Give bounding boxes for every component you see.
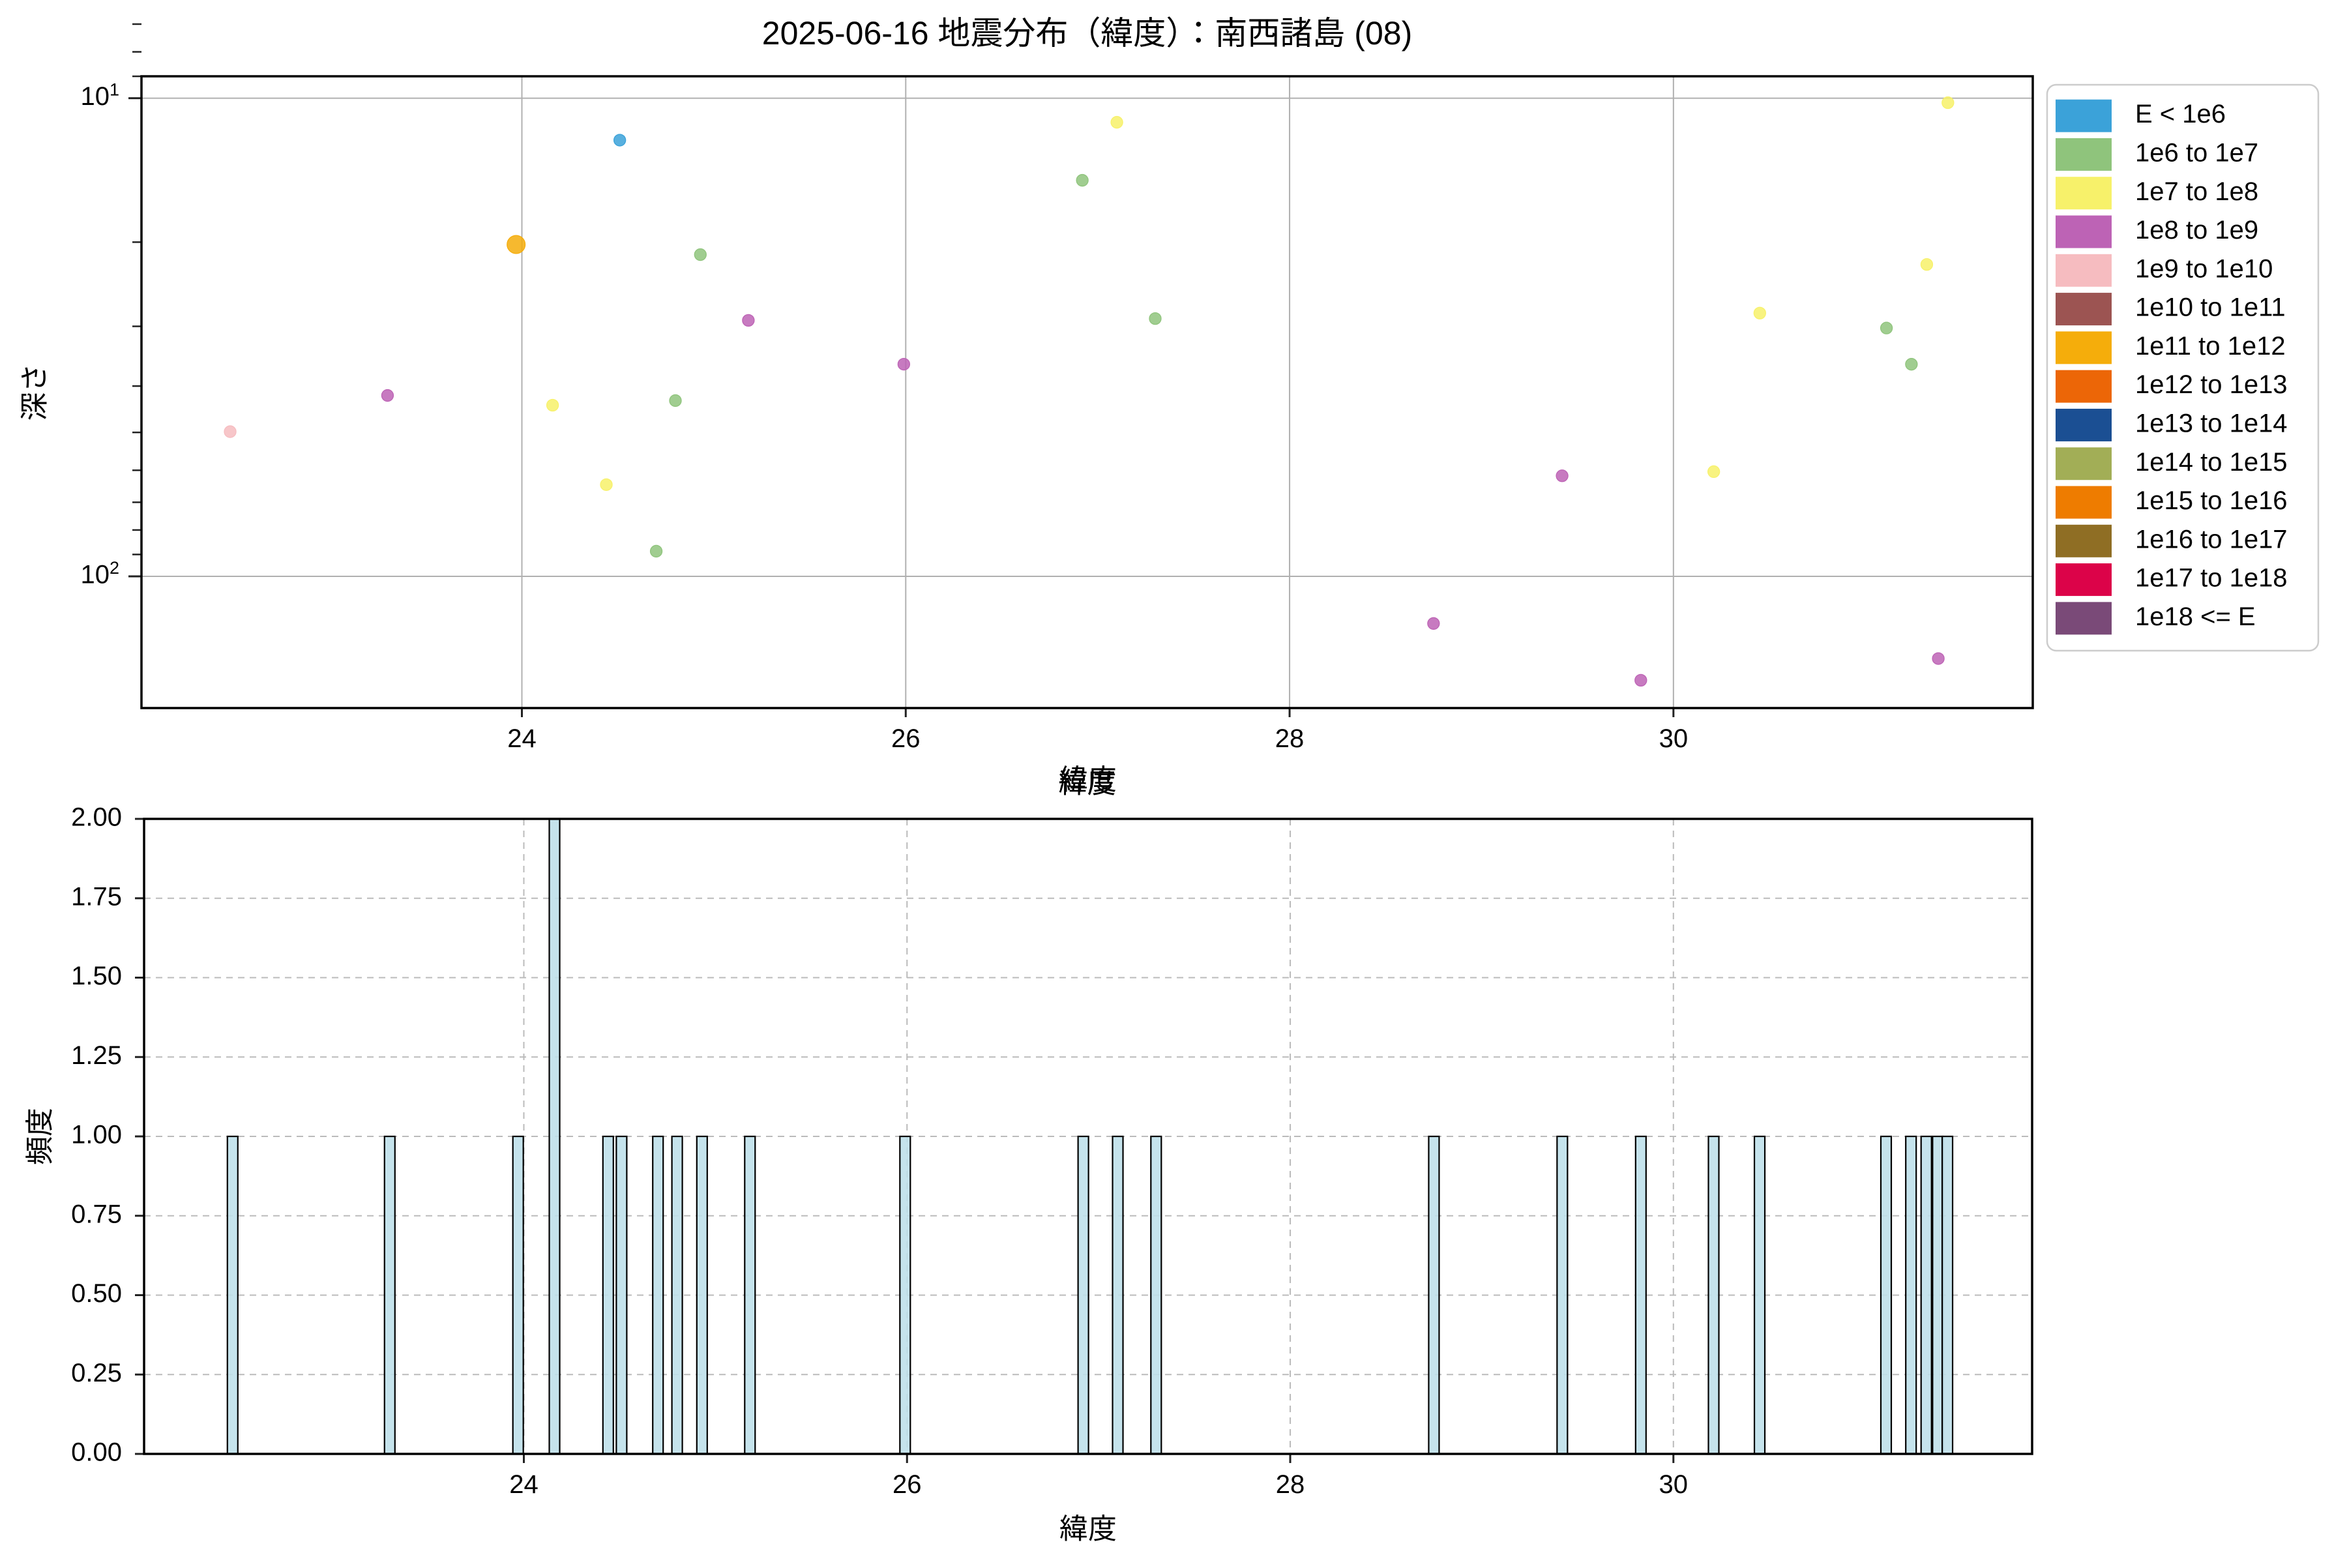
svg-text:24: 24 [507, 724, 537, 753]
svg-text:0.75: 0.75 [71, 1200, 122, 1228]
svg-text:28: 28 [1275, 724, 1305, 753]
svg-text:1e16 to 1e17: 1e16 to 1e17 [2135, 525, 2288, 554]
svg-text:1e10 to 1e11: 1e10 to 1e11 [2135, 293, 2286, 322]
svg-text:1e12 to 1e13: 1e12 to 1e13 [2135, 370, 2288, 399]
svg-text:2025-06-16 地震分布（緯度）：南西諸島 (08): 2025-06-16 地震分布（緯度）：南西諸島 (08) [762, 15, 1412, 52]
svg-text:1e11 to 1e12: 1e11 to 1e12 [2135, 332, 2286, 361]
svg-text:30: 30 [1659, 724, 1689, 753]
svg-text:E < 1e6: E < 1e6 [2135, 100, 2226, 128]
svg-text:0.25: 0.25 [71, 1359, 122, 1387]
svg-text:頻度: 頻度 [24, 1108, 56, 1165]
svg-text:0.00: 0.00 [71, 1438, 122, 1467]
svg-text:28: 28 [1276, 1470, 1305, 1499]
svg-text:1.25: 1.25 [71, 1041, 122, 1070]
svg-text:1e15 to 1e16: 1e15 to 1e16 [2135, 486, 2288, 515]
svg-text:30: 30 [1659, 1470, 1689, 1499]
svg-text:1e8 to 1e9: 1e8 to 1e9 [2135, 216, 2258, 244]
svg-text:深さ: 深さ [19, 364, 51, 421]
svg-text:26: 26 [893, 1470, 922, 1499]
svg-text:1e18 <= E: 1e18 <= E [2135, 602, 2256, 631]
svg-text:1e9 to 1e10: 1e9 to 1e10 [2135, 254, 2273, 283]
svg-text:0.50: 0.50 [71, 1279, 122, 1308]
svg-text:1.50: 1.50 [71, 962, 122, 990]
svg-text:緯度: 緯度 [1059, 764, 1117, 796]
svg-text:1.75: 1.75 [71, 882, 122, 911]
svg-text:1e7 to 1e8: 1e7 to 1e8 [2135, 177, 2258, 206]
svg-text:2.00: 2.00 [71, 803, 122, 832]
svg-text:1e6 to 1e7: 1e6 to 1e7 [2135, 138, 2258, 167]
svg-text:1.00: 1.00 [71, 1121, 122, 1149]
svg-text:1e13 to 1e14: 1e13 to 1e14 [2135, 409, 2288, 437]
svg-text:26: 26 [891, 724, 921, 753]
svg-text:1e17 to 1e18: 1e17 to 1e18 [2135, 564, 2288, 593]
svg-text:24: 24 [509, 1470, 539, 1499]
svg-text:1e14 to 1e15: 1e14 to 1e15 [2135, 448, 2288, 477]
svg-text:緯度: 緯度 [1059, 1513, 1117, 1545]
